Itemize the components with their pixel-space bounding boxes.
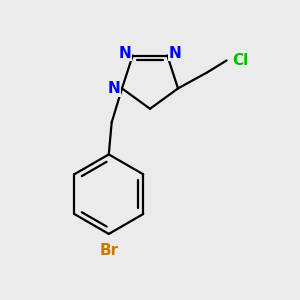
Text: N: N bbox=[169, 46, 181, 61]
Text: Br: Br bbox=[99, 243, 118, 258]
Text: Cl: Cl bbox=[232, 53, 248, 68]
Text: N: N bbox=[119, 46, 131, 61]
Text: N: N bbox=[107, 81, 120, 96]
